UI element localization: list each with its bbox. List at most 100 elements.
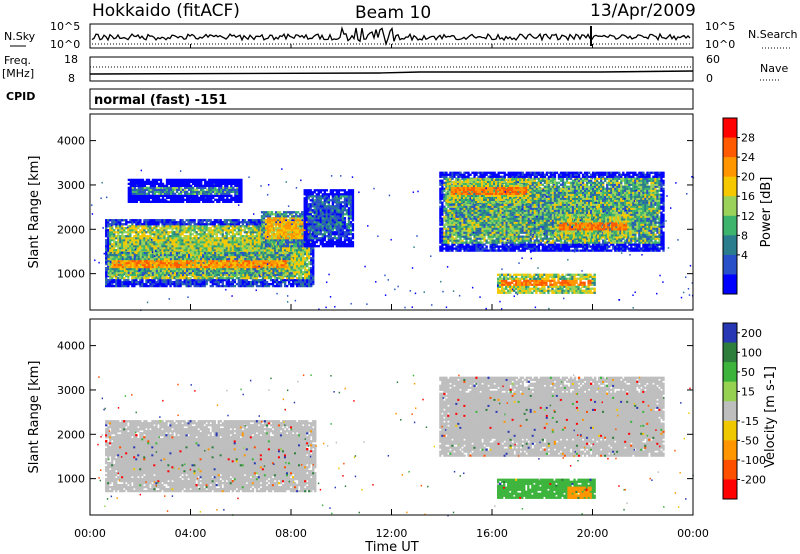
heatmap-cell (246, 271, 249, 275)
heatmap-cell (121, 265, 124, 269)
heatmap-cell (155, 265, 159, 269)
heatmap-cell (189, 269, 193, 273)
heatmap-cell (167, 261, 171, 265)
heatmap-cell (177, 196, 181, 199)
heatmap-cell (107, 229, 110, 232)
heatmap-cell (119, 223, 122, 226)
heatmap-cell (173, 265, 177, 269)
heatmap-cell (179, 223, 182, 226)
heatmap-cell (195, 276, 198, 280)
heatmap-cell (294, 282, 297, 286)
heatmap-cell (212, 271, 215, 275)
heatmap-cell (255, 247, 259, 250)
heatmap-cell (171, 186, 175, 190)
heatmap-cell (304, 262, 307, 266)
heatmap-cell (163, 237, 166, 240)
heatmap-cell (177, 229, 180, 232)
heatmap-cell (165, 237, 168, 240)
heatmap-cell (207, 276, 210, 280)
heatmap-cell (284, 213, 288, 216)
heatmap-cell (248, 267, 251, 271)
heatmap-cell (107, 241, 110, 244)
heatmap-cell (141, 235, 144, 238)
heatmap-cell (231, 233, 235, 236)
heatmap-cell (245, 237, 249, 240)
heatmap-cell (264, 213, 268, 216)
heatmap-cell (225, 225, 228, 228)
heatmap-cell (251, 229, 255, 232)
heatmap-cell (284, 267, 287, 271)
heatmap-cell (115, 237, 118, 240)
heatmap-cell (271, 247, 275, 250)
heatmap-cell (159, 200, 163, 203)
heatmap-cell (272, 261, 275, 265)
heatmap-cell (216, 257, 219, 261)
heatmap-cell (202, 251, 205, 255)
heatmap-cell (205, 219, 208, 222)
heatmap-cell (274, 217, 278, 220)
heatmap-cell (221, 225, 224, 228)
heatmap-cell (214, 253, 217, 257)
heatmap-cell (119, 255, 122, 259)
heatmap-cell (165, 282, 168, 286)
heatmap-cell (185, 284, 188, 288)
heatmap-cell (286, 225, 290, 228)
heatmap-cell (276, 221, 280, 224)
heatmap-cell (298, 264, 301, 268)
heatmap-cell (105, 268, 108, 272)
heatmap-cell (297, 237, 300, 240)
heatmap-cell (137, 225, 140, 228)
heatmap-cell (111, 243, 114, 246)
heatmap-cell (189, 237, 192, 240)
heatmap-cell (251, 235, 255, 238)
heatmap-cell (222, 271, 225, 275)
heatmap-cell (135, 233, 138, 236)
heatmap-cell (155, 178, 159, 182)
heatmap-cell (137, 227, 140, 230)
heatmap-cell (207, 241, 210, 244)
heatmap-cell (177, 280, 180, 284)
heatmap-cell (219, 221, 222, 224)
heatmap-cell (251, 247, 255, 250)
heatmap-cell (187, 257, 191, 261)
heatmap-cell (242, 251, 245, 255)
heatmap-cell (171, 267, 175, 271)
heatmap-cell (155, 190, 159, 194)
heatmap-cell (135, 241, 138, 244)
heatmap-cell (127, 243, 130, 246)
heatmap-cell (159, 282, 162, 286)
heatmap-cell (302, 278, 305, 282)
heatmap-cell (171, 227, 174, 230)
heatmap-cell (153, 245, 156, 248)
heatmap-cell (151, 188, 155, 192)
heatmap-cell (224, 259, 227, 263)
heatmap-cell (173, 219, 176, 222)
heatmap-cell (195, 245, 198, 248)
heatmap-cell (113, 231, 116, 234)
heatmap-cell (193, 239, 196, 242)
heatmap-cell (274, 267, 277, 271)
heatmap-cell (131, 278, 134, 282)
heatmap-cell (113, 255, 116, 259)
heatmap-cell (137, 194, 141, 198)
heatmap-cell (238, 263, 241, 267)
mhz-label: [MHz] (2, 67, 34, 80)
heatmap-cell (169, 271, 173, 275)
heatmap-cell (177, 198, 181, 201)
heatmap-cell (254, 259, 257, 263)
heatmap-cell (111, 223, 114, 226)
heatmap-cell (163, 194, 167, 198)
heatmap-cell (117, 227, 120, 230)
heatmap-cell (299, 213, 302, 216)
heatmap-cell (165, 200, 169, 203)
heatmap-cell (302, 255, 305, 258)
heatmap-cell (220, 269, 223, 273)
heatmap-cell (233, 239, 237, 242)
heatmap-cell (133, 225, 136, 228)
heatmap-cell (181, 282, 184, 286)
heatmap-cell (181, 276, 184, 280)
heatmap-cell (167, 251, 171, 255)
heatmap-cell (312, 253, 315, 256)
heatmap-cell (169, 200, 173, 203)
heatmap-cell (241, 249, 245, 252)
